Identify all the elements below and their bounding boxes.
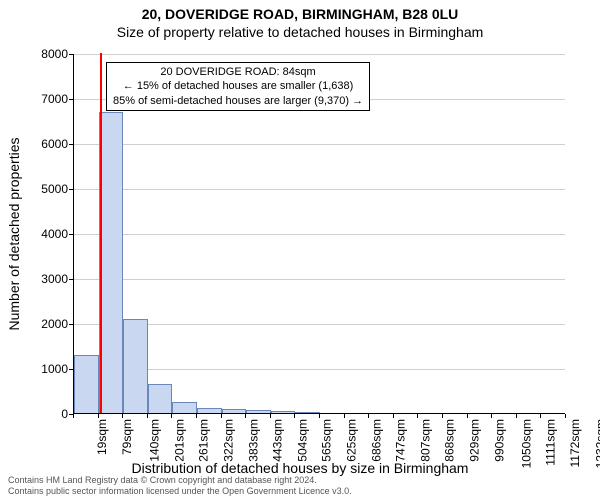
x-tick-label: 443sqm	[271, 419, 285, 462]
y-tick-mark	[69, 234, 73, 235]
gridline	[74, 144, 565, 145]
x-tick-mark	[270, 414, 271, 418]
gridline	[74, 189, 565, 190]
y-tick-label: 5000	[41, 182, 68, 196]
x-tick-mark	[344, 414, 345, 418]
x-tick-label: 383sqm	[246, 419, 260, 462]
x-tick-mark	[147, 414, 148, 418]
y-tick-label: 0	[61, 407, 68, 421]
chart-title: 20, DOVERIDGE ROAD, BIRMINGHAM, B28 0LU	[0, 6, 600, 22]
y-tick-label: 2000	[41, 317, 68, 331]
y-tick-mark	[69, 369, 73, 370]
y-tick-label: 1000	[41, 362, 68, 376]
y-tick-label: 7000	[41, 92, 68, 106]
gridline	[74, 54, 565, 55]
annotation-box: 20 DOVERIDGE ROAD: 84sqm ← 15% of detach…	[106, 62, 370, 111]
y-tick-mark	[69, 324, 73, 325]
x-tick-mark	[196, 414, 197, 418]
chart-container: 20, DOVERIDGE ROAD, BIRMINGHAM, B28 0LU …	[0, 0, 600, 500]
x-tick-label: 79sqm	[120, 419, 134, 455]
x-tick-label: 868sqm	[443, 419, 457, 462]
x-tick-mark	[540, 414, 541, 418]
histogram-bar	[148, 384, 173, 413]
x-tick-label: 504sqm	[295, 419, 309, 462]
x-tick-mark	[73, 414, 74, 418]
x-tick-label: 201sqm	[172, 419, 186, 462]
y-tick-mark	[69, 189, 73, 190]
y-tick-mark	[69, 144, 73, 145]
x-tick-label: 19sqm	[95, 419, 109, 455]
annotation-line-1: 20 DOVERIDGE ROAD: 84sqm	[113, 65, 363, 79]
y-tick-label: 3000	[41, 272, 68, 286]
x-tick-mark	[221, 414, 222, 418]
y-tick-label: 4000	[41, 227, 68, 241]
annotation-line-3: 85% of semi-detached houses are larger (…	[113, 94, 363, 108]
footer-line-2: Contains public sector information licen…	[8, 486, 352, 497]
gridline	[74, 234, 565, 235]
x-tick-mark	[565, 414, 566, 418]
x-tick-label: 747sqm	[394, 419, 408, 462]
x-tick-label: 1111sqm	[543, 419, 557, 466]
x-tick-label: 625sqm	[344, 419, 358, 462]
x-tick-mark	[516, 414, 517, 418]
x-tick-mark	[294, 414, 295, 418]
chart-subtitle: Size of property relative to detached ho…	[0, 24, 600, 40]
y-tick-label: 6000	[41, 137, 68, 151]
gridline	[74, 279, 565, 280]
histogram-bar	[246, 410, 271, 413]
histogram-bar	[295, 412, 320, 413]
x-tick-mark	[467, 414, 468, 418]
histogram-bar	[197, 408, 222, 413]
histogram-bar	[172, 402, 197, 413]
x-tick-label: 140sqm	[148, 419, 162, 462]
y-tick-label: 8000	[41, 47, 68, 61]
x-tick-mark	[491, 414, 492, 418]
x-tick-mark	[171, 414, 172, 418]
x-tick-label: 990sqm	[492, 419, 506, 462]
x-tick-mark	[442, 414, 443, 418]
x-tick-mark	[98, 414, 99, 418]
x-tick-label: 261sqm	[197, 419, 211, 462]
histogram-bar	[123, 319, 148, 414]
x-tick-mark	[245, 414, 246, 418]
x-tick-label: 322sqm	[221, 419, 235, 462]
x-tick-mark	[368, 414, 369, 418]
footer-attribution: Contains HM Land Registry data © Crown c…	[8, 475, 352, 497]
x-tick-label: 686sqm	[369, 419, 383, 462]
x-tick-mark	[122, 414, 123, 418]
x-tick-label: 565sqm	[320, 419, 334, 462]
annotation-line-2: ← 15% of detached houses are smaller (1,…	[113, 79, 363, 93]
x-tick-mark	[319, 414, 320, 418]
x-tick-label: 807sqm	[418, 419, 432, 462]
histogram-bar	[222, 409, 247, 413]
y-axis-label: Number of detached properties	[6, 138, 22, 331]
x-axis-label: Distribution of detached houses by size …	[0, 460, 600, 476]
histogram-bar	[271, 411, 296, 413]
y-tick-mark	[69, 279, 73, 280]
property-marker-line	[100, 53, 102, 413]
x-tick-label: 929sqm	[467, 419, 481, 462]
x-tick-mark	[393, 414, 394, 418]
footer-line-1: Contains HM Land Registry data © Crown c…	[8, 475, 352, 486]
x-tick-mark	[417, 414, 418, 418]
y-tick-mark	[69, 99, 73, 100]
y-tick-mark	[69, 54, 73, 55]
histogram-bar	[74, 355, 99, 414]
